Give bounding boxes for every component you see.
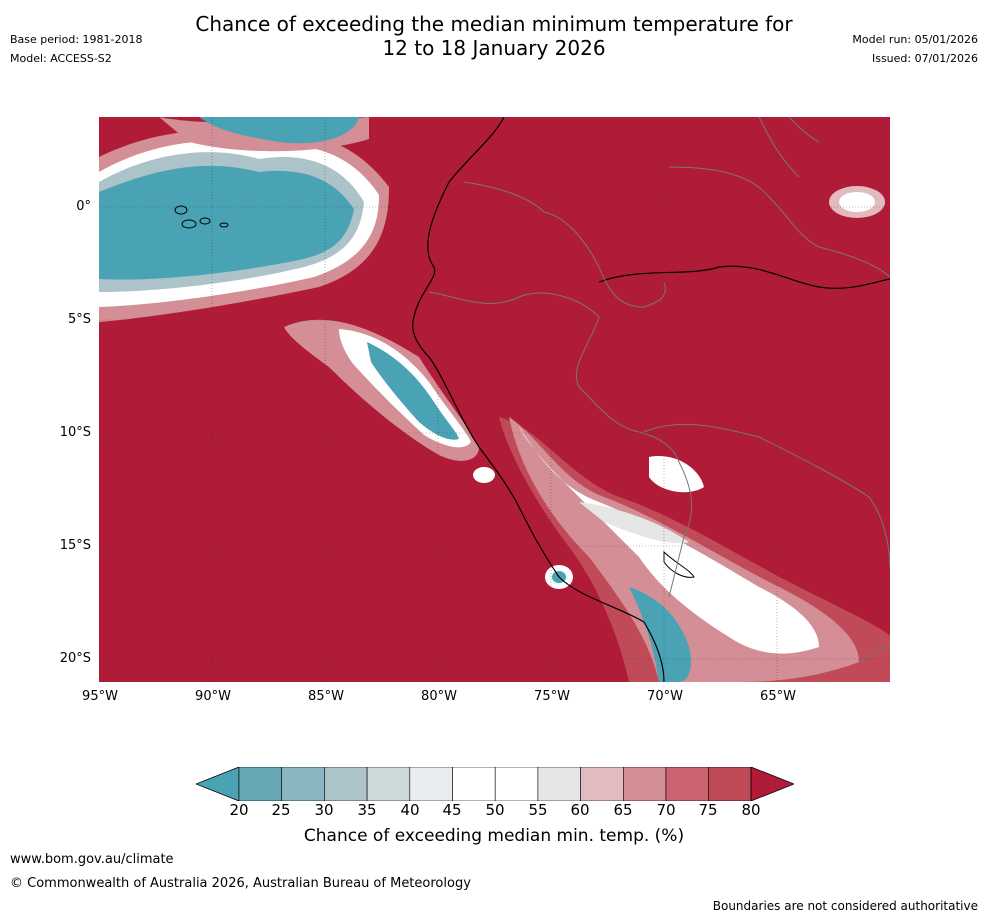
country-borders [428,117,890,663]
model-run: Model run: 05/01/2026 [852,33,978,46]
colorbar-bin-75-80 [708,766,752,802]
patch-offshore [473,467,495,483]
footer-disclaimer: Boundaries are not considered authoritat… [712,899,978,913]
colorbar-bin-45-50 [452,766,496,802]
colorbar-tick-25: 25 [271,801,291,819]
colorbar-tick-50: 50 [485,801,505,819]
lat-label-15s: 15°S [59,538,91,553]
colorbar [194,766,796,802]
map-canvas [99,117,890,682]
title-line-1: Chance of exceeding the median minimum t… [195,12,793,36]
lat-label-0: 0° [76,199,91,214]
meta-left: Base period: 1981-2018 Model: ACCESS-S2 [10,33,142,71]
issued-date: Issued: 07/01/2026 [871,52,978,65]
meta-right: Model run: 05/01/2026 Issued: 07/01/2026 [852,33,978,71]
colorbar-tick-80: 80 [741,801,761,819]
colorbar-bin-60-65 [580,766,624,802]
colorbar-bin-55-60 [537,766,581,802]
colorbar-bin-40-45 [409,766,453,802]
base-period: Base period: 1981-2018 [10,33,143,46]
amazon-river [598,265,890,289]
lake-titicaca [663,550,695,578]
lon-label-85w: 85°W [308,689,344,704]
lon-label-90w: 90°W [195,689,231,704]
colorbar-tick-20: 20 [229,801,249,819]
colorbar-bin-50-55 [494,766,539,802]
galapagos-islands [174,205,229,229]
colorbar-tick-40: 40 [400,801,420,819]
lat-label-20s: 20°S [59,651,91,666]
colorbar-tick-60: 60 [570,801,590,819]
colorbar-tick-45: 45 [442,801,462,819]
colorbar-label: Chance of exceeding median min. temp. (%… [303,826,685,846]
footer-copyright: © Commonwealth of Australia 2026, Austra… [10,876,471,891]
colorbar-bin-65-70 [622,766,667,802]
lat-label-5s: 5°S [67,312,91,327]
lat-label-10s: 10°S [59,425,91,440]
colorbar-bin-20-25 [238,766,283,802]
colorbar-min-arrow [194,766,240,802]
colorbar-tick-65: 65 [613,801,633,819]
model-name: Model: ACCESS-S2 [10,52,112,65]
lon-label-75w: 75°W [534,689,570,704]
patch-northeast-inner [839,192,875,212]
pacific-cool-region [99,117,389,322]
footer-website[interactable]: www.bom.gov.au/climate [10,852,174,867]
map [99,117,890,682]
lon-label-95w: 95°W [82,689,118,704]
lon-label-70w: 70°W [647,689,683,704]
colorbar-bin-25-30 [281,766,325,802]
colorbar-svg [194,766,796,802]
colorbar-bin-70-75 [665,766,710,802]
title-line-2: 12 to 18 January 2026 [382,36,606,60]
andes-southern-band [499,417,890,682]
colorbar-max-arrow [750,766,796,802]
colorbar-tick-55: 55 [528,801,548,819]
lon-label-65w: 65°W [760,689,796,704]
colorbar-bin-35-40 [366,766,411,802]
colorbar-tick-75: 75 [698,801,718,819]
colorbar-bin-30-35 [324,766,368,802]
gridlines [99,117,890,682]
colorbar-tick-30: 30 [314,801,334,819]
coastline [412,117,665,682]
chart-title: Chance of exceeding the median minimum t… [0,12,988,60]
colorbar-tick-35: 35 [357,801,377,819]
lon-label-80w: 80°W [421,689,457,704]
colorbar-tick-70: 70 [656,801,676,819]
